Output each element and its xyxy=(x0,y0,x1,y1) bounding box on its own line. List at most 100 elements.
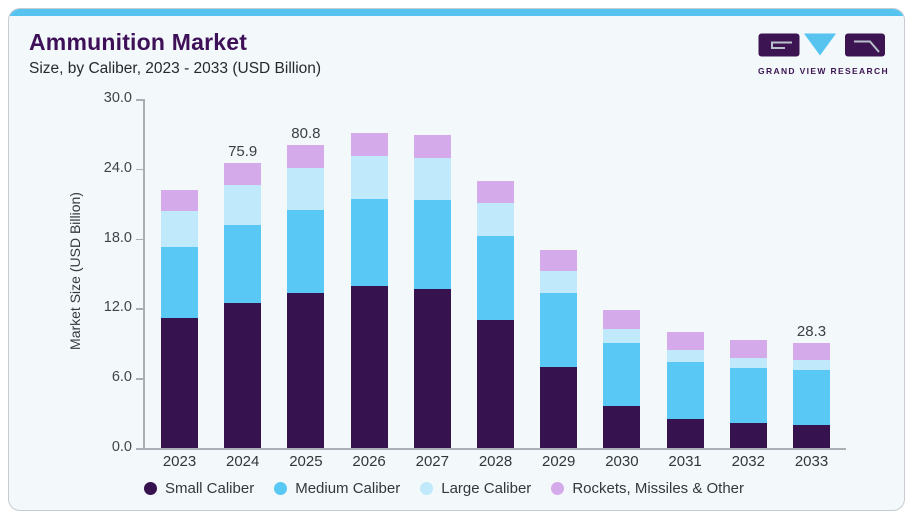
legend-dot-icon xyxy=(274,482,288,495)
bar-segment xyxy=(729,367,767,424)
stacked-bar-2028 xyxy=(477,180,514,449)
bar-segment xyxy=(666,350,704,362)
x-tick-label: 2029 xyxy=(542,453,576,470)
x-tick-label: 2032 xyxy=(731,453,765,470)
bar-segment xyxy=(287,293,325,448)
bar-segment xyxy=(729,423,767,448)
bar-segment xyxy=(793,370,830,425)
stacked-bar-2026 xyxy=(350,132,388,448)
stacked-bar-2031 xyxy=(666,331,704,448)
bar-segment xyxy=(350,156,388,200)
x-axis-line xyxy=(143,448,846,450)
legend-dot-icon xyxy=(144,482,157,495)
legend-item: Small Caliber xyxy=(144,480,254,497)
bar-segment xyxy=(161,210,198,247)
x-tick-label: 2024 xyxy=(226,453,260,470)
bar-value-label: 75.9 xyxy=(228,143,258,161)
stacked-bar-2030 xyxy=(603,309,641,448)
bar-segment xyxy=(603,343,641,407)
bar-segment xyxy=(540,293,578,367)
gvr-logo-text: GRAND VIEW RESEARCH xyxy=(758,66,889,76)
bar-segment xyxy=(413,288,451,448)
chart-header: Ammunition Market Size, by Caliber, 2023… xyxy=(29,29,321,78)
y-tick-label: 6.0 xyxy=(111,369,132,386)
legend-item: Rockets, Missiles & Other xyxy=(551,480,744,497)
stacked-bar-2027 xyxy=(413,135,451,448)
bar-segment xyxy=(161,189,198,211)
bar-segment xyxy=(603,329,641,344)
x-tick-label: 2031 xyxy=(668,453,702,470)
legend-label: Rockets, Missiles & Other xyxy=(572,480,745,497)
x-tick-label: 2030 xyxy=(605,453,639,470)
bar-segment xyxy=(287,144,325,168)
stacked-bar-2029 xyxy=(540,250,578,448)
y-tick-label: 18.0 xyxy=(103,229,132,246)
bar-segment xyxy=(413,158,451,201)
y-axis-line xyxy=(143,99,145,448)
legend-dot-icon xyxy=(420,482,434,495)
bar-segment xyxy=(540,366,578,448)
chart-subtitle: Size, by Caliber, 2023 - 2033 (USD Billi… xyxy=(29,60,322,77)
bar-segment xyxy=(793,343,830,360)
legend-item: Large Caliber xyxy=(420,480,531,497)
legend-dot-icon xyxy=(551,482,565,495)
stacked-bar-2025 xyxy=(287,144,325,448)
bar-segment xyxy=(161,317,198,448)
chart-card: Ammunition Market Size, by Caliber, 2023… xyxy=(8,8,905,511)
bar-value-label: 80.8 xyxy=(291,124,321,142)
legend: Small Caliber Medium Caliber Large Caliber… xyxy=(144,480,744,497)
bar-segment xyxy=(287,209,325,294)
legend-label: Small Caliber xyxy=(165,480,255,497)
gvr-logo-mark xyxy=(758,33,885,57)
bar-segment xyxy=(413,200,451,289)
bar-segment xyxy=(477,236,514,320)
bar-segment xyxy=(666,331,704,351)
bar-segment xyxy=(729,339,767,359)
y-tick-mark xyxy=(136,448,143,450)
bar-segment xyxy=(413,135,451,159)
bar-segment xyxy=(666,361,704,419)
x-tick-label: 2023 xyxy=(162,453,197,470)
y-tick-label: 24.0 xyxy=(103,159,132,176)
chart-title: Ammunition Market xyxy=(29,29,248,55)
x-tick-label: 2025 xyxy=(289,453,323,470)
bar-segment xyxy=(224,163,262,186)
bar-segment xyxy=(540,271,578,294)
bar-segment xyxy=(477,180,514,203)
stacked-bar-2032 xyxy=(729,339,767,448)
bar-segment xyxy=(224,302,262,448)
y-tick-mark xyxy=(136,378,143,380)
y-tick-mark xyxy=(136,99,143,101)
x-tick-label: 2027 xyxy=(415,453,449,470)
y-tick-label: 0.0 xyxy=(111,439,132,455)
x-tick-label: 2028 xyxy=(478,453,513,470)
y-tick-mark xyxy=(136,168,143,171)
bar-segment xyxy=(350,132,388,157)
stacked-bar-2033 xyxy=(793,343,830,448)
bar-segment xyxy=(793,424,830,448)
card-top-accent xyxy=(9,9,904,16)
bar-segment xyxy=(540,250,578,272)
stacked-bar-2024 xyxy=(224,163,262,448)
bar-segment xyxy=(666,418,704,448)
plot-area: 0.0 6.0 12.0 18.0 24.0 30.0 2023 75.9 2024 80.8 20… xyxy=(9,9,904,510)
bar-segment xyxy=(287,167,325,210)
bar-segment xyxy=(729,358,767,368)
bar-segment xyxy=(603,309,641,330)
legend-item: Medium Caliber xyxy=(274,480,400,497)
bar-segment xyxy=(793,359,830,371)
y-tick-label: 12.0 xyxy=(103,299,132,316)
legend-label: Large Caliber xyxy=(441,480,532,497)
y-tick-mark xyxy=(136,238,143,241)
x-tick-label: 2026 xyxy=(352,453,386,470)
bar-segment xyxy=(224,185,262,225)
y-tick-label: 30.0 xyxy=(103,90,132,107)
bar-segment xyxy=(477,202,514,237)
bar-segment xyxy=(477,319,514,448)
legend-label: Medium Caliber xyxy=(295,480,401,497)
gvr-logo: GRAND VIEW RESEARCH xyxy=(758,33,889,76)
bar-segment xyxy=(350,286,388,448)
bar-value-label: 28.3 xyxy=(796,323,827,341)
bar-segment xyxy=(350,199,388,287)
x-tick-label: 2033 xyxy=(794,453,829,470)
